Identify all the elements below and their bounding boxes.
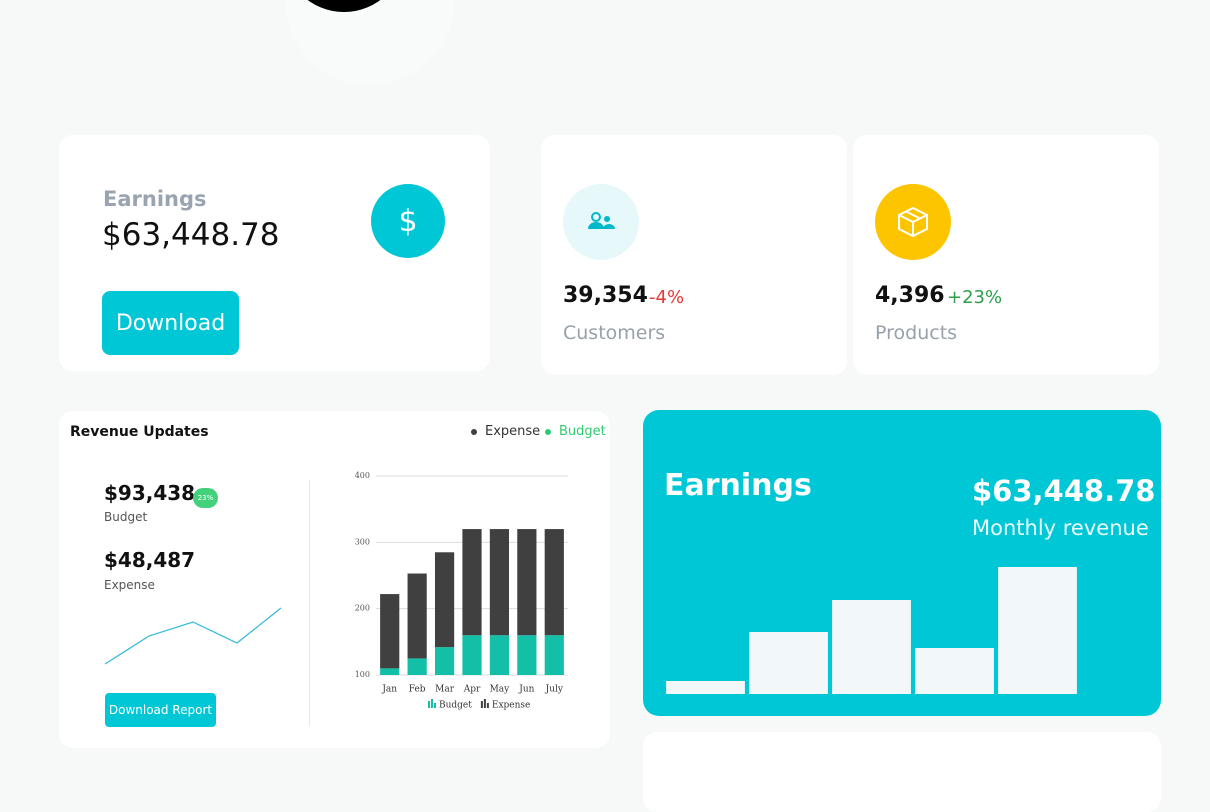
y-tick-label: 300	[355, 537, 370, 546]
sparkline	[104, 607, 282, 665]
expense-label: Expense	[104, 578, 155, 592]
legend-label: Budget	[439, 701, 472, 711]
legend-label: Expense	[485, 424, 541, 439]
legend-icon	[431, 699, 433, 708]
budget-badge: 23%	[193, 488, 218, 508]
card-amount: $63,448.78	[102, 217, 280, 253]
bar-segment	[489, 529, 510, 636]
legend-icon	[428, 701, 430, 708]
x-tick-label: Jun	[518, 685, 534, 695]
y-tick-label: 400	[355, 471, 370, 480]
bar-segment	[544, 529, 564, 636]
x-tick-label: July	[545, 685, 564, 695]
x-tick-label: Feb	[409, 685, 426, 695]
products-icon	[875, 184, 951, 260]
budget-amount: $93,438	[104, 481, 196, 505]
x-tick-label: Mar	[435, 685, 455, 695]
panel-subtitle: Monthly revenue	[972, 516, 1149, 540]
bar-segment	[489, 635, 510, 675]
expense-amount: $48,487	[104, 548, 196, 572]
legend-icon	[483, 699, 486, 708]
bar-segment	[407, 658, 427, 675]
bar	[832, 600, 911, 694]
page: { "earnings_card": {"title": "Earnings",…	[59, 0, 1161, 727]
bar-segment	[544, 635, 564, 675]
x-tick-label: Jan	[381, 685, 397, 695]
y-tick-label: 200	[355, 604, 370, 613]
legend-label: Expense	[492, 701, 530, 711]
stat-value: 4,396	[875, 283, 945, 308]
divider	[309, 480, 310, 725]
earnings-card: Earnings $63,448.78 $ Download	[59, 135, 490, 371]
icon	[588, 212, 615, 229]
dollar-icon: $	[371, 184, 445, 258]
legend-icon	[480, 701, 483, 708]
bar-segment	[434, 647, 455, 675]
legend-dot	[545, 429, 551, 435]
bar	[915, 648, 994, 694]
download-button[interactable]: Download	[102, 291, 239, 355]
panel-amount: $63,448.78	[972, 474, 1156, 508]
bar	[666, 681, 745, 694]
bar-segment	[407, 573, 427, 659]
icon	[898, 207, 928, 237]
stat-change: +23%	[947, 287, 1003, 308]
bar	[998, 567, 1077, 694]
bar-segment	[380, 668, 400, 675]
x-tick-label: Apr	[463, 685, 481, 695]
charts-layer: 100 200 300 400 Jan Feb Mar Apr May Jun July Budget…	[104, 471, 1077, 711]
bar-segment	[380, 594, 400, 669]
panel-title: Earnings	[664, 468, 812, 503]
card-title: Earnings	[103, 187, 207, 211]
customers-card: 39,354 -4% Customers	[541, 135, 847, 375]
stat-label: Products	[875, 322, 958, 344]
bar-segment	[517, 635, 537, 675]
budget-label: Budget	[104, 510, 148, 524]
products-card: 4,396 +23% Products	[853, 135, 1159, 375]
x-tick-label: May	[490, 685, 511, 695]
legend-label: Budget	[559, 424, 606, 439]
bar	[749, 632, 828, 694]
legend-dot	[471, 429, 477, 435]
legend-icon	[486, 703, 489, 708]
legend-icon	[434, 703, 436, 708]
bar-segment	[434, 552, 455, 648]
y-tick-label: 100	[355, 670, 370, 679]
bar-segment	[462, 529, 482, 636]
stat-value: 39,354	[563, 283, 648, 308]
card-title: Revenue Updates	[70, 424, 209, 440]
download-report-button[interactable]: Download Report	[105, 693, 216, 727]
stat-change: -4%	[649, 287, 685, 308]
customers-icon	[563, 184, 639, 260]
stat-label: Customers	[563, 322, 666, 344]
bar-segment	[462, 635, 482, 675]
bar-segment	[517, 529, 537, 636]
